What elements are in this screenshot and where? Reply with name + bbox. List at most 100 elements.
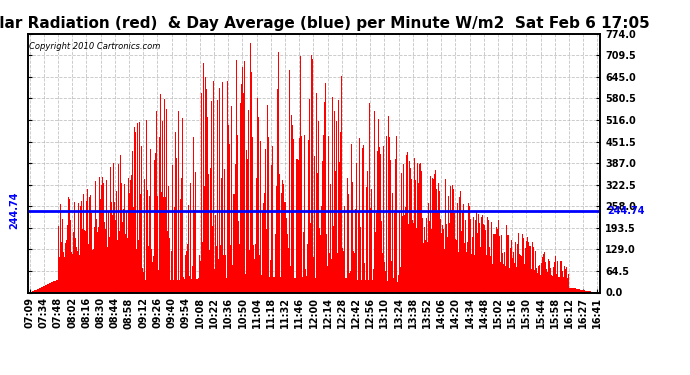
Bar: [117, 240, 118, 292]
Bar: [123, 209, 124, 292]
Bar: [507, 235, 508, 292]
Bar: [495, 234, 496, 292]
Bar: [104, 222, 105, 292]
Bar: [86, 201, 87, 292]
Bar: [550, 268, 551, 292]
Bar: [81, 201, 82, 292]
Bar: [77, 251, 78, 292]
Bar: [408, 224, 409, 292]
Bar: [549, 261, 550, 292]
Bar: [273, 278, 275, 292]
Bar: [219, 245, 221, 292]
Bar: [310, 222, 311, 292]
Bar: [415, 180, 416, 292]
Bar: [79, 255, 80, 292]
Bar: [114, 202, 115, 292]
Bar: [51, 282, 52, 292]
Bar: [125, 234, 126, 292]
Bar: [460, 190, 461, 292]
Bar: [393, 278, 394, 292]
Bar: [422, 218, 423, 292]
Bar: [76, 247, 77, 292]
Bar: [347, 178, 348, 292]
Bar: [110, 167, 111, 292]
Bar: [132, 150, 133, 292]
Bar: [215, 215, 216, 292]
Bar: [366, 187, 367, 292]
Bar: [339, 162, 340, 292]
Bar: [575, 288, 576, 292]
Bar: [499, 236, 500, 292]
Bar: [36, 290, 37, 292]
Bar: [542, 257, 543, 292]
Bar: [522, 234, 523, 292]
Bar: [302, 277, 304, 292]
Bar: [388, 117, 389, 292]
Bar: [248, 249, 250, 292]
Bar: [74, 202, 75, 292]
Bar: [59, 257, 60, 292]
Bar: [140, 194, 141, 292]
Bar: [326, 234, 328, 292]
Bar: [177, 280, 178, 292]
Bar: [243, 93, 244, 292]
Bar: [95, 182, 96, 292]
Bar: [527, 237, 528, 292]
Bar: [111, 202, 112, 292]
Bar: [537, 273, 538, 292]
Bar: [577, 289, 578, 292]
Bar: [46, 285, 47, 292]
Bar: [331, 259, 333, 292]
Bar: [521, 256, 522, 292]
Bar: [47, 284, 48, 292]
Bar: [445, 179, 446, 292]
Bar: [391, 261, 393, 292]
Bar: [97, 232, 98, 292]
Bar: [180, 199, 181, 292]
Bar: [55, 281, 56, 292]
Bar: [317, 173, 319, 292]
Text: 244.74: 244.74: [9, 192, 19, 230]
Bar: [571, 288, 572, 292]
Bar: [514, 263, 515, 292]
Bar: [482, 215, 483, 292]
Bar: [528, 242, 529, 292]
Bar: [432, 178, 433, 292]
Bar: [53, 281, 54, 292]
Bar: [484, 225, 485, 292]
Bar: [471, 254, 472, 292]
Bar: [281, 193, 282, 292]
Bar: [510, 248, 511, 292]
Bar: [559, 277, 560, 292]
Bar: [152, 256, 154, 292]
Bar: [479, 223, 480, 292]
Bar: [483, 224, 484, 292]
Bar: [435, 171, 436, 292]
Bar: [135, 132, 136, 292]
Bar: [96, 219, 97, 292]
Bar: [308, 140, 309, 292]
Bar: [360, 227, 362, 292]
Bar: [119, 231, 120, 292]
Bar: [255, 178, 257, 292]
Bar: [565, 268, 566, 292]
Bar: [105, 229, 106, 292]
Bar: [133, 207, 134, 292]
Bar: [515, 242, 516, 292]
Bar: [228, 144, 230, 292]
Bar: [581, 290, 582, 292]
Bar: [49, 283, 50, 292]
Bar: [466, 252, 467, 292]
Bar: [54, 281, 55, 292]
Bar: [497, 229, 498, 292]
Bar: [136, 249, 137, 292]
Bar: [511, 240, 512, 292]
Bar: [475, 220, 476, 292]
Bar: [553, 267, 554, 292]
Bar: [433, 179, 434, 292]
Bar: [414, 158, 415, 292]
Bar: [545, 262, 546, 292]
Bar: [389, 137, 391, 292]
Bar: [100, 199, 101, 292]
Bar: [58, 226, 59, 292]
